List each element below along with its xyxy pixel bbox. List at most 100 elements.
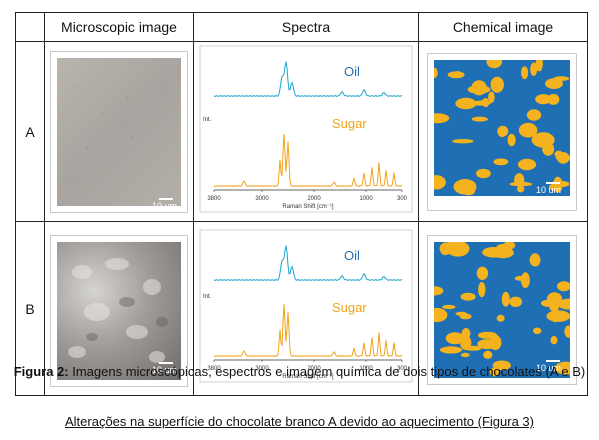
sugar-domain <box>533 327 542 334</box>
sugar-domain <box>445 331 465 344</box>
sugar-domain <box>498 130 506 137</box>
sugar-domain <box>455 311 467 316</box>
sugar-domain <box>509 181 533 186</box>
sugar-domain <box>493 157 509 165</box>
spectra-frame <box>199 45 413 213</box>
spectra-xtick: 2000 <box>307 196 321 202</box>
sugar-domain <box>492 360 511 370</box>
sugar-domain <box>434 174 446 189</box>
sugar-domain <box>535 93 552 104</box>
sugar-domain <box>460 292 476 301</box>
sugar-domain <box>476 266 489 280</box>
sugar-domain <box>442 304 456 309</box>
sugar-domain <box>507 133 516 146</box>
oil-trace <box>213 245 403 281</box>
header-spectra: Spectra <box>193 12 419 42</box>
chemical-image-b: 10 um <box>427 234 577 385</box>
sugar-domain <box>555 155 570 160</box>
figure-table: Microscopic image Spectra Chemical image… <box>15 12 588 396</box>
sugar-domain <box>526 108 542 121</box>
header-chemical: Chemical image <box>418 12 588 42</box>
oil-region <box>434 241 570 378</box>
chem-scalebar-a <box>546 181 560 184</box>
sugar-domain <box>517 158 537 170</box>
chem-scalebar-label-b: 10 um <box>536 362 562 373</box>
spectra-xtick: 3000 <box>255 196 269 202</box>
chemical-cell-a: 10 um <box>418 41 588 222</box>
sugar-domain <box>478 281 486 297</box>
chemical-map-a <box>434 59 570 196</box>
sugar-domain <box>446 241 470 257</box>
sugar-domain <box>518 122 538 138</box>
scalebar-label-a: 10 um <box>152 200 178 211</box>
microscope-texture-a <box>71 76 163 179</box>
spectra-cell-a: Oil Sugar Int. 3800 3000 2000 1000 300 Raman Shi… <box>193 41 419 222</box>
section-heading: Alterações na superfície do chocolate br… <box>64 414 534 429</box>
microscope-texture-b <box>68 257 168 363</box>
sugar-domain <box>483 350 493 359</box>
chem-scalebar-label-a: 10 um <box>536 184 562 195</box>
sugar-domain <box>476 168 491 178</box>
sugar-domain <box>497 243 511 250</box>
spectra-plot-b: Oil Sugar Int. 3800 3000 2000 1000 300 Raman Shi… <box>199 229 413 383</box>
microscopic-image-b: 10 um <box>50 234 188 387</box>
sugar-domain <box>545 77 563 89</box>
chem-scalebar-b <box>546 359 560 362</box>
sugar-domain <box>490 76 504 93</box>
sugar-domain <box>553 75 570 81</box>
sugar-domain <box>434 67 438 78</box>
sugar-domain <box>509 296 523 307</box>
scalebar-b <box>159 361 173 364</box>
chemical-map-b <box>434 241 570 378</box>
figure-caption: Figura 2: Imagens microscópicas, espectr… <box>0 363 599 381</box>
sugar-domain <box>477 338 498 349</box>
caption-label: Figura 2: <box>13 364 69 379</box>
oil-trace <box>213 61 403 97</box>
sugar-label: Sugar <box>332 116 367 131</box>
sugar-domain <box>489 367 500 376</box>
sugar-domain <box>454 70 462 76</box>
row-label-b: B <box>15 221 45 396</box>
spectra-xtick: 3800 <box>207 196 221 202</box>
spectra-plot-a: Oil Sugar Int. 3800 3000 2000 1000 300 Raman Shi… <box>199 45 413 213</box>
sugar-domain <box>514 275 528 281</box>
sugar-domain <box>553 176 563 193</box>
sugar-domain <box>530 62 538 76</box>
microscopic-cell-b: 10 um <box>44 221 194 396</box>
spectra-xtick: 300 <box>397 196 408 202</box>
sugar-domain <box>496 314 505 322</box>
scalebar-label-b: 10 um <box>152 364 178 375</box>
microscopic-image-a: 10 um <box>50 50 188 213</box>
spectra-ylabel: Int. <box>203 294 212 300</box>
header-microscopic: Microscopic image <box>44 12 194 42</box>
oil-label: Oil <box>344 64 360 79</box>
sugar-domain <box>460 352 470 357</box>
sugar-domain <box>488 91 495 103</box>
spectra-xtick: 1000 <box>359 196 373 202</box>
spectra-xtick: 3800 <box>207 366 221 372</box>
chemical-image-a: 10 um <box>427 52 577 211</box>
caption-text: Imagens microscópicas, espectros e image… <box>68 364 586 379</box>
sugar-domain <box>440 247 450 255</box>
header-empty <box>15 12 45 42</box>
sugar-domain <box>434 112 450 123</box>
spectra-xtick: 2000 <box>307 366 321 372</box>
sugar-domain <box>471 79 487 95</box>
sugar-domain <box>529 252 541 266</box>
sugar-domain <box>481 98 489 106</box>
sugar-domain <box>460 334 472 350</box>
sugar-domain <box>434 285 444 295</box>
sugar-domain <box>555 361 570 375</box>
spectra-xlabel: Raman Shift [cm⁻¹] <box>282 204 334 210</box>
spectra-xtick: 300 <box>397 366 408 372</box>
sugar-domain <box>447 241 465 245</box>
spectra-ylabel: Int. <box>203 117 212 123</box>
sugar-domain <box>482 246 506 258</box>
sugar-domain <box>551 315 560 322</box>
sugar-domain <box>439 345 463 353</box>
spectra-xtick: 1000 <box>359 366 373 372</box>
scalebar-a <box>159 197 173 200</box>
oil-label: Oil <box>344 248 360 263</box>
sugar-trace <box>213 303 403 357</box>
sugar-domain <box>517 184 525 192</box>
